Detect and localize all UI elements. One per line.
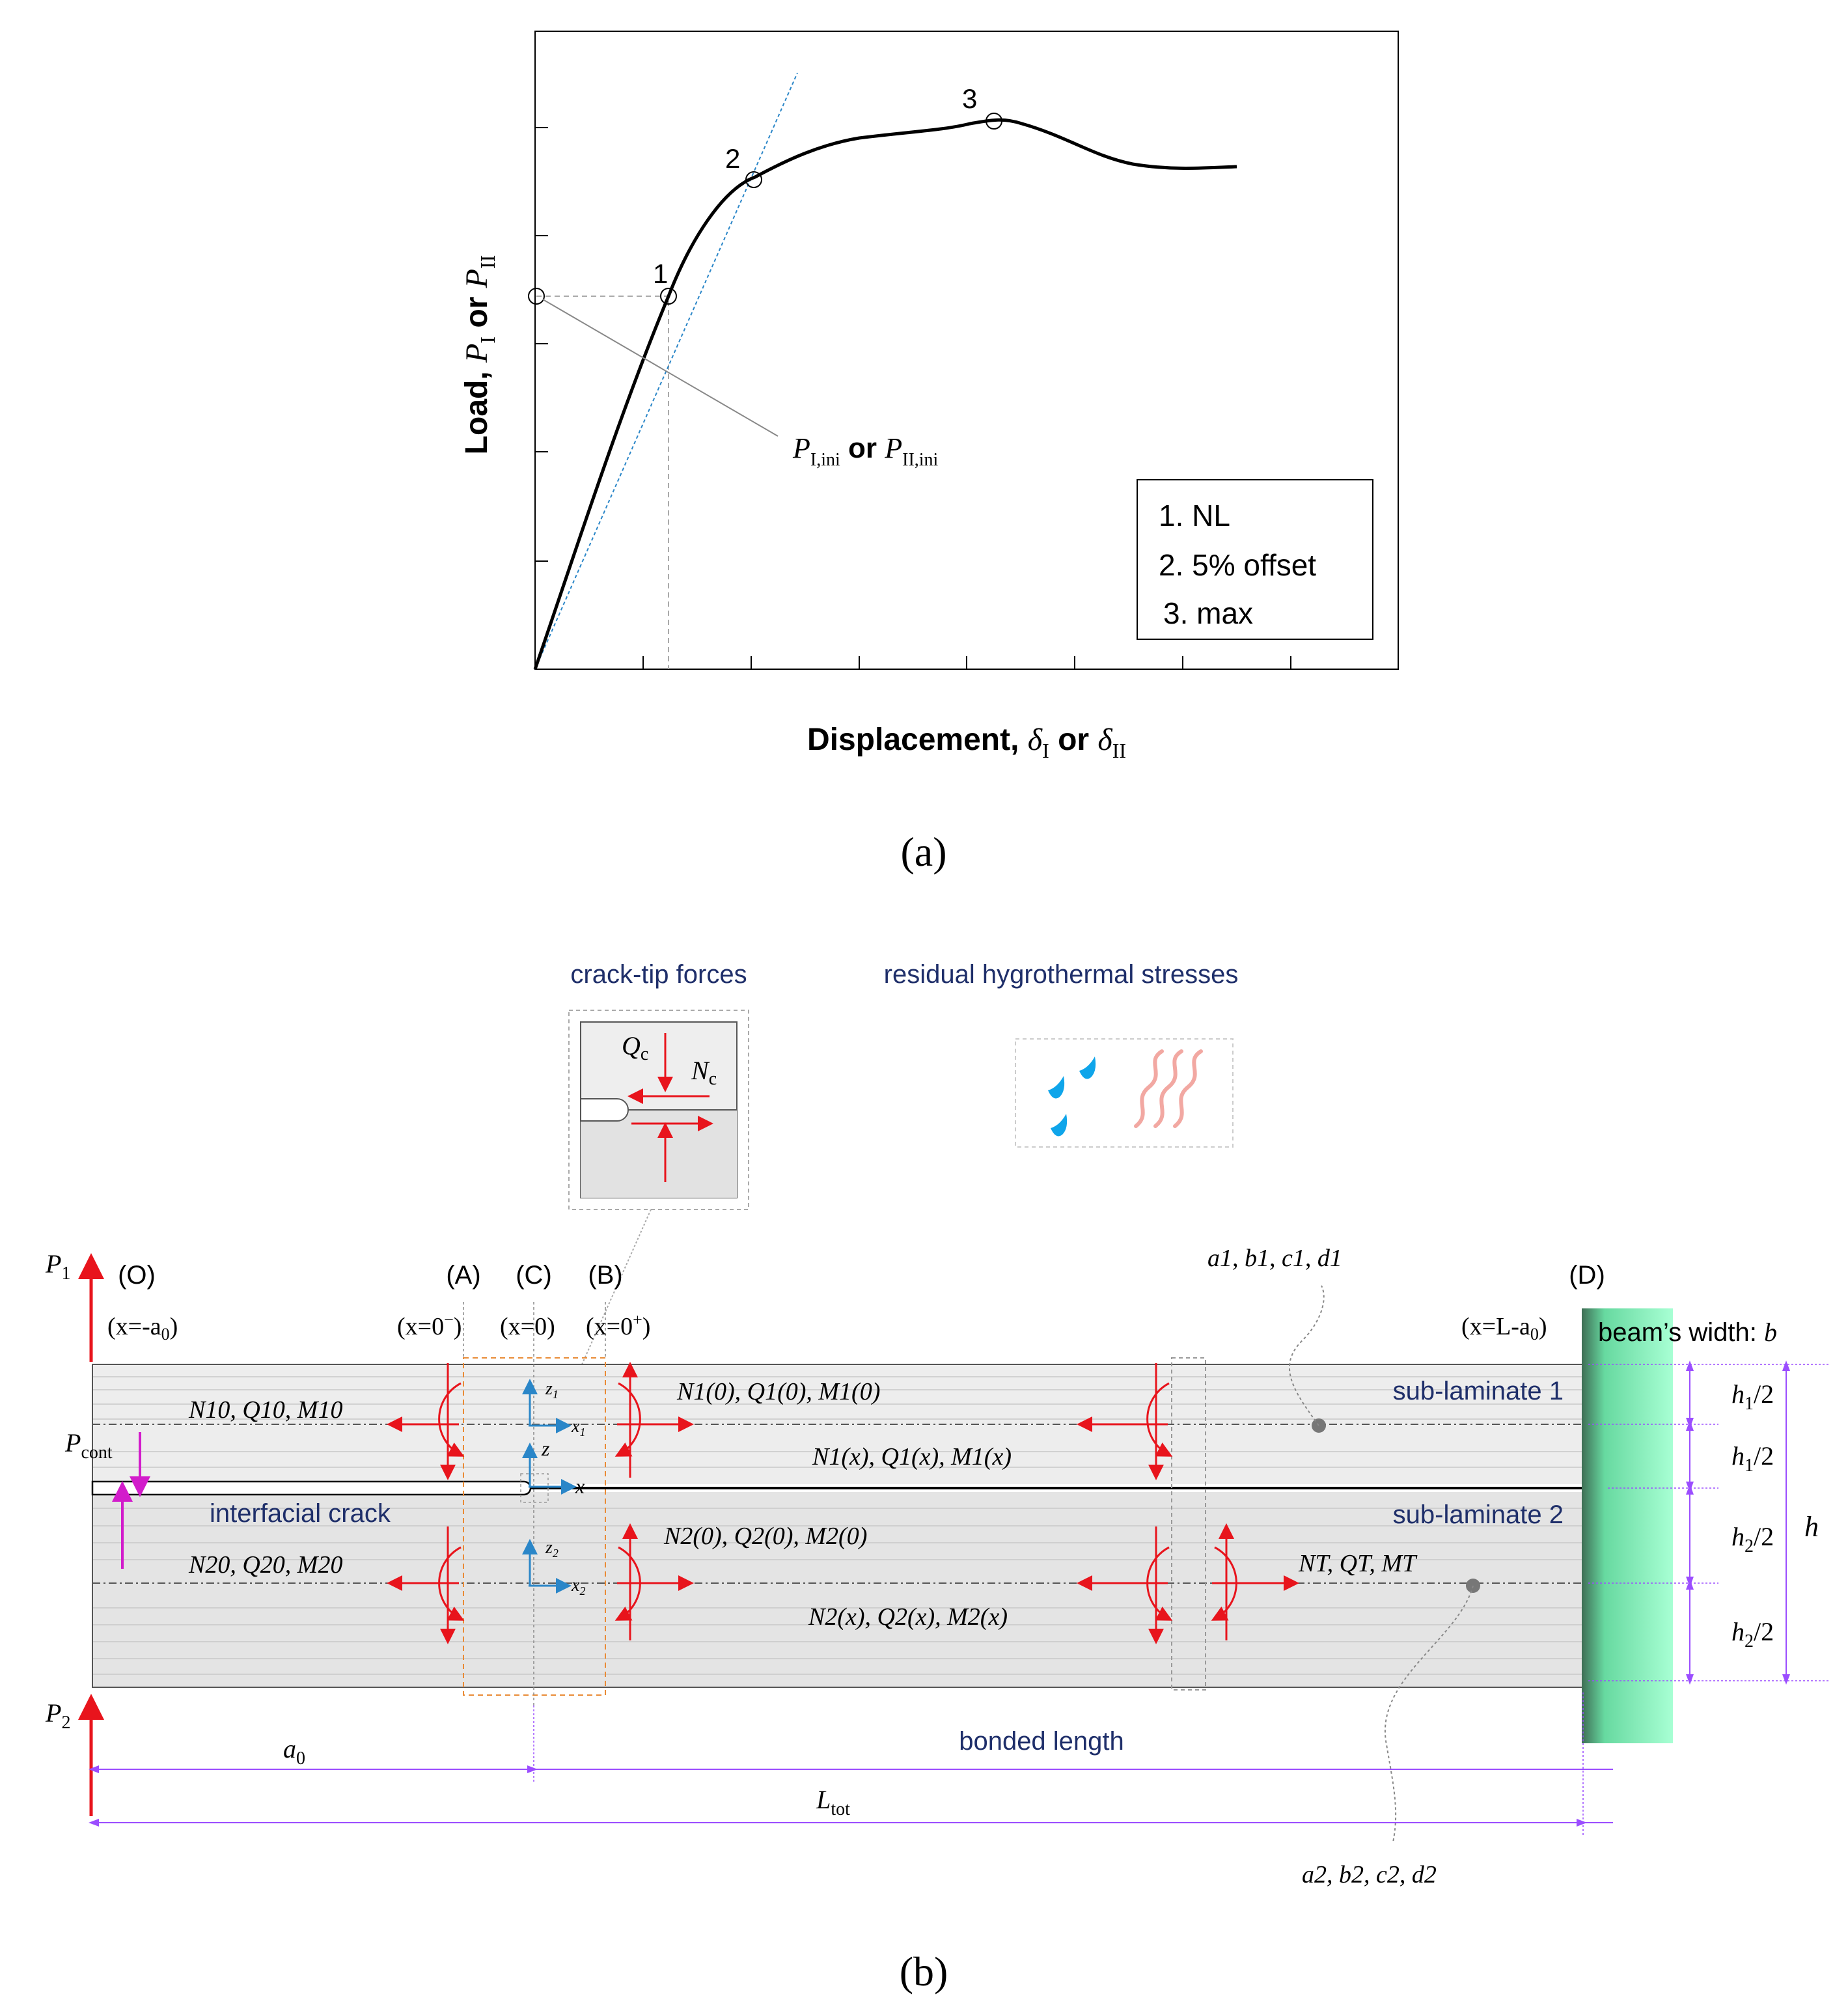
force-label-N10: N10, Q10, M10 <box>188 1396 342 1424</box>
force-label-N2-x: N2(x), Q2(x), M2(x) <box>808 1603 1008 1631</box>
point-label-1: 1 <box>653 258 668 289</box>
section-label-D: (D) <box>1569 1261 1605 1290</box>
clamped-wall <box>1582 1308 1673 1743</box>
interfacial-crack <box>91 1480 532 1496</box>
dim-bonded-length: bonded length <box>959 1727 1124 1756</box>
marker-1 <box>660 288 677 305</box>
force-label-N1-x: N1(x), Q1(x), M1(x) <box>812 1443 1012 1471</box>
crack-tip-inset: Qc Nc <box>568 1010 749 1210</box>
axes-sublaminate-1: z1 x1 <box>522 1379 585 1439</box>
dimension-arrows-bottom <box>89 1765 1613 1827</box>
force-label-N20: N20, Q20, M20 <box>188 1551 342 1579</box>
svg-text:x2: x2 <box>571 1575 585 1597</box>
section-label-O: (O) <box>118 1261 156 1290</box>
dim-a0: a0 <box>283 1734 305 1769</box>
callout-line <box>542 299 779 437</box>
label-beam-width: beam’s width: b <box>1598 1318 1777 1347</box>
caption-a: (a) <box>900 829 946 875</box>
coeff-label-2: a2, b2, c2, d2 <box>1302 1861 1437 1888</box>
axes-global: z x <box>522 1437 585 1498</box>
force-label-NT: NT, QT, MT <box>1298 1550 1418 1577</box>
load-label-P1: P1 <box>45 1249 70 1284</box>
fbd-box-tip-small <box>520 1473 549 1503</box>
water-drop-icon <box>1048 1056 1096 1137</box>
svg-text:z2: z2 <box>545 1538 559 1560</box>
label-sub-laminate-2: sub-laminate 2 <box>1393 1500 1564 1529</box>
heat-wave-icon <box>1134 1049 1203 1128</box>
dim-h1-half-a: h1/2 <box>1731 1379 1774 1414</box>
forces-x-upper <box>1077 1363 1169 1480</box>
point-label-2: 2 <box>725 143 740 174</box>
force-label-N1-0: N1(0), Q1(0), M1(0) <box>676 1378 880 1405</box>
marker-2 <box>745 171 762 188</box>
forces-T-lower <box>1212 1523 1299 1640</box>
dim-h1-half-b: h1/2 <box>1731 1441 1774 1476</box>
point-label-3: 3 <box>962 83 977 114</box>
label-interfacial-crack: interfacial crack <box>210 1499 391 1528</box>
forces-B-upper <box>617 1362 694 1478</box>
force-label-N2-0: N2(0), Q2(0), M2(0) <box>663 1523 867 1550</box>
legend-box <box>1137 479 1373 640</box>
dim-h: h <box>1804 1511 1819 1543</box>
ply-lines <box>92 1376 1583 1675</box>
label-sub-laminate-1: sub-laminate 1 <box>1393 1377 1564 1405</box>
guide-dashed <box>536 296 669 669</box>
svg-text:Qc: Qc <box>622 1031 648 1064</box>
svg-text:z1: z1 <box>545 1379 559 1401</box>
panel-b: crack-tip forces residual hygrothermal s… <box>45 960 1829 1995</box>
position-O: (x=-a0) <box>107 1313 178 1344</box>
forces-A-lower <box>387 1526 461 1644</box>
fbd-box-section <box>1171 1357 1206 1691</box>
load-label-Pcont: Pcont <box>64 1428 113 1463</box>
residual-inset <box>1015 1038 1234 1148</box>
coeff-leader-2 <box>1385 1585 1474 1843</box>
section-lines <box>463 1302 606 1705</box>
position-B: (x=0+) <box>586 1310 650 1340</box>
forces-B-lower <box>617 1523 694 1640</box>
svg-text:z: z <box>541 1437 550 1460</box>
marker-3 <box>986 113 1002 130</box>
position-D: (x=L-a0) <box>1461 1313 1547 1344</box>
fbd-box-crack-tip <box>463 1357 606 1696</box>
load-label-P2: P2 <box>45 1698 70 1733</box>
section-label-A: (A) <box>446 1261 480 1290</box>
callout-label: PI,ini or PII,ini <box>792 432 939 470</box>
dim-h2-half-a: h2/2 <box>1731 1522 1774 1556</box>
coeff-label-1: a1, b1, c1, d1 <box>1207 1245 1342 1272</box>
position-C: (x=0) <box>500 1313 555 1340</box>
svg-text:Nc: Nc <box>691 1056 717 1089</box>
legend-item-2: 2. 5% offset <box>1159 548 1316 582</box>
forces-A-upper <box>387 1363 461 1480</box>
forces-x-lower <box>1077 1526 1169 1644</box>
y-ticks <box>535 127 548 562</box>
marker-initial <box>528 288 545 305</box>
legend-item-3: 3. max <box>1163 596 1253 630</box>
dim-Ltot: Ltot <box>816 1785 850 1819</box>
legend-item-1: 1. NL <box>1159 499 1230 532</box>
y-axis-label: Load, PI or PII <box>460 255 499 455</box>
dimension-guides-bottom <box>533 1692 1584 1836</box>
load-curve <box>533 118 1237 670</box>
svg-text:x: x <box>575 1474 585 1498</box>
coeff-leader-1 <box>1289 1285 1325 1426</box>
sub-laminate-2 <box>92 1492 1583 1687</box>
offset-line <box>534 72 798 670</box>
inset-title-crack-tip: crack-tip forces <box>570 960 747 989</box>
axes-sublaminate-2: z2 x2 <box>522 1538 585 1597</box>
dimension-arrows-right <box>1686 1360 1790 1685</box>
dim-h2-half-b: h2/2 <box>1731 1617 1774 1651</box>
caption-b: (b) <box>900 1948 948 1995</box>
x-axis-label: Displacement, δI or δII <box>807 723 1126 762</box>
x-ticks <box>642 656 1291 669</box>
section-label-B: (B) <box>588 1261 622 1290</box>
panel-a: 1 2 3 PI,ini or PII,ini 1. NL 2. 5% offs… <box>460 31 1399 875</box>
svg-text:x1: x1 <box>571 1416 585 1439</box>
section-label-C: (C) <box>516 1261 552 1290</box>
position-A: (x=0−) <box>397 1310 462 1340</box>
inset-title-residual: residual hygrothermal stresses <box>884 960 1239 989</box>
